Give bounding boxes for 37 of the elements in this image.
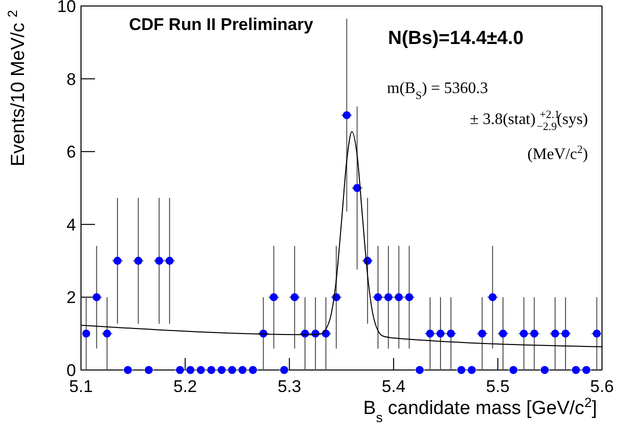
point bbox=[270, 293, 278, 302]
point bbox=[280, 366, 288, 374]
y-tick-label: 8 bbox=[66, 70, 76, 89]
point bbox=[113, 256, 122, 265]
annotation: CDF Run II Preliminary bbox=[129, 15, 314, 34]
point bbox=[92, 293, 101, 302]
point bbox=[124, 366, 132, 374]
x-tick-label: 5.1 bbox=[69, 377, 93, 396]
x-axis-title: B$_{s}$ candidate mass [GeV/c$^{2}$] bbox=[363, 394, 597, 424]
point bbox=[103, 330, 112, 338]
y-tick-label: 2 bbox=[66, 288, 76, 308]
point bbox=[82, 330, 90, 338]
x-tick-label: 5.2 bbox=[173, 377, 198, 396]
x-tick-label: 5.5 bbox=[486, 377, 510, 396]
x-tick-label: 5.6 bbox=[590, 377, 614, 396]
annotation: ± 3.8(stat) $^{+2.1}$$_{−2.9}$(sys) bbox=[470, 109, 588, 133]
annotation: (MeV/c$^{2}$) bbox=[527, 144, 588, 163]
point bbox=[592, 330, 601, 338]
y-tick-label: 0 bbox=[66, 361, 76, 380]
point bbox=[499, 330, 508, 338]
y-tick-label: 4 bbox=[66, 215, 76, 234]
point bbox=[509, 366, 518, 374]
y-tick-label: 10 bbox=[57, 0, 76, 16]
point bbox=[488, 293, 497, 302]
x-tick-label: 5.4 bbox=[382, 377, 406, 396]
point bbox=[353, 184, 362, 192]
annotation: m(B$_{S}$) = 5360.3 bbox=[387, 80, 488, 102]
annotation: N(Bs)=14.4±4.0 bbox=[388, 28, 524, 49]
point bbox=[290, 293, 299, 302]
point bbox=[342, 111, 351, 120]
y-tick-label: 6 bbox=[66, 142, 76, 162]
point bbox=[144, 366, 153, 374]
x-tick-label: 5.3 bbox=[278, 377, 302, 396]
point bbox=[416, 366, 424, 374]
point bbox=[540, 366, 549, 374]
point bbox=[478, 330, 486, 338]
point bbox=[134, 256, 142, 265]
